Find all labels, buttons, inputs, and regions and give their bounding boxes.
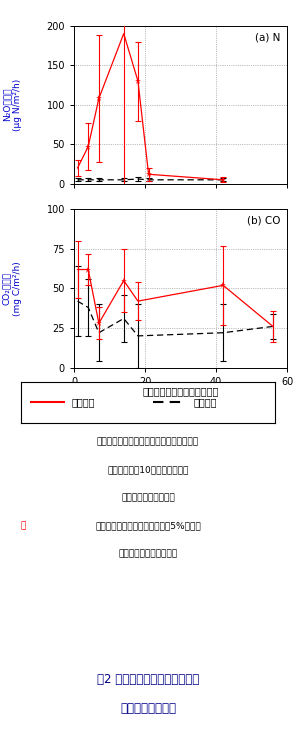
Text: (b) CO: (b) CO — [247, 216, 281, 226]
Text: CO₂発生量
(mg C/m²/h): CO₂発生量 (mg C/m²/h) — [2, 261, 22, 316]
Text: 消化液施用からの時間（日）: 消化液施用からの時間（日） — [142, 386, 219, 396]
Text: ＊は消化液施用の有無で結果に5%水準で: ＊は消化液施用の有無で結果に5%水準で — [95, 521, 201, 530]
Text: ガス発生量はクローズドチャンバ法で測定: ガス発生量はクローズドチャンバ法で測定 — [97, 437, 199, 446]
Text: エラーバーは標準偏差: エラーバーは標準偏差 — [121, 493, 175, 502]
Text: ＊: ＊ — [21, 521, 26, 530]
Text: (a) N: (a) N — [255, 32, 281, 42]
Text: 無施用区: 無施用区 — [194, 398, 217, 407]
Text: 実線、破線は10測定点の平均値: 実線、破線は10測定点の平均値 — [107, 465, 189, 474]
Text: 消化液区: 消化液区 — [72, 398, 95, 407]
Text: 有意差があることを示す: 有意差があることを示す — [118, 549, 178, 558]
Text: 囲2 消化液施用による温室効果: 囲2 消化液施用による温室効果 — [97, 673, 199, 686]
Text: N₂O発生量
(μg N/m²/h): N₂O発生量 (μg N/m²/h) — [2, 79, 22, 131]
Text: ガス発生量の変化: ガス発生量の変化 — [120, 702, 176, 715]
